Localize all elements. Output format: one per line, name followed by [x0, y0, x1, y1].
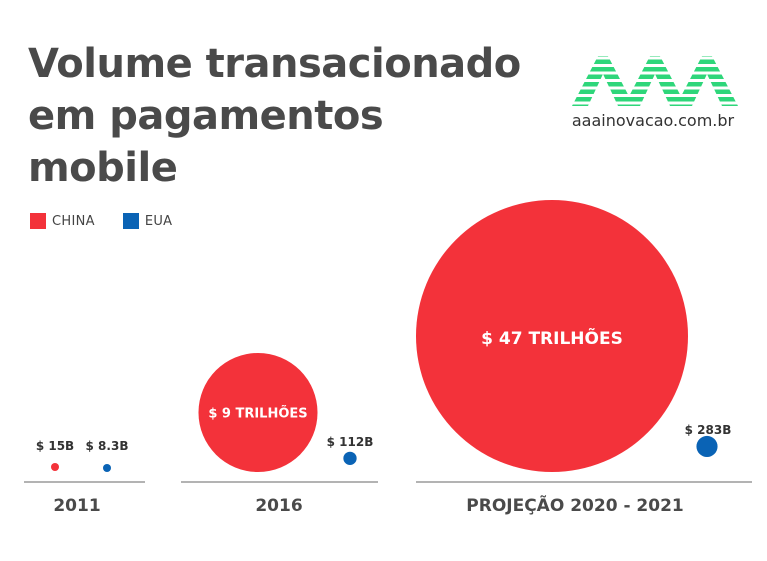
legend-item-china: CHINA	[30, 213, 95, 229]
logo-letter-a-3	[676, 56, 738, 106]
data-label-china-3: $ 47 TRILHÕES	[481, 326, 623, 349]
legend-swatch-china	[30, 213, 46, 229]
title-line-3: mobile	[28, 145, 178, 191]
legend-label-china: CHINA	[52, 213, 95, 229]
data-label-china-2: $ 9 TRILHÕES	[208, 405, 307, 421]
legend: CHINA EUA	[30, 213, 200, 229]
data-label-eua-3: $ 283B	[685, 423, 732, 437]
title-line-2: em pagamentos	[28, 93, 384, 139]
bubble-china-2	[198, 352, 318, 472]
chart-title: Volume transacionado em pagamentos mobil…	[28, 38, 521, 194]
bubble-eua-1	[103, 464, 111, 472]
data-label-eua-2: $ 112B	[327, 435, 374, 449]
bubble-china-3	[416, 200, 688, 472]
logo-letter-a-2	[624, 56, 686, 106]
legend-label-eua: EUA	[144, 213, 173, 229]
title-line-1: Volume transacionado	[28, 41, 521, 87]
data-label-eua-1: $ 8.3B	[86, 439, 129, 453]
category-label-1: 2011	[53, 496, 100, 516]
legend-item-eua: EUA	[122, 213, 173, 229]
bubble-eua-3	[696, 435, 718, 458]
logo-letter-a-1	[572, 56, 634, 106]
bubble-eua-2	[343, 451, 357, 465]
category-label-3: PROJEÇÃO 2020 - 2021	[466, 493, 683, 516]
aaa-logo-icon	[572, 56, 738, 106]
logo-text: aaainovacao.com.br	[571, 111, 735, 130]
data-label-china-1: $ 15B	[36, 439, 74, 453]
category-label-2: 2016	[255, 496, 302, 516]
legend-swatch-eua	[122, 213, 139, 229]
bubble-china-1	[51, 463, 59, 471]
